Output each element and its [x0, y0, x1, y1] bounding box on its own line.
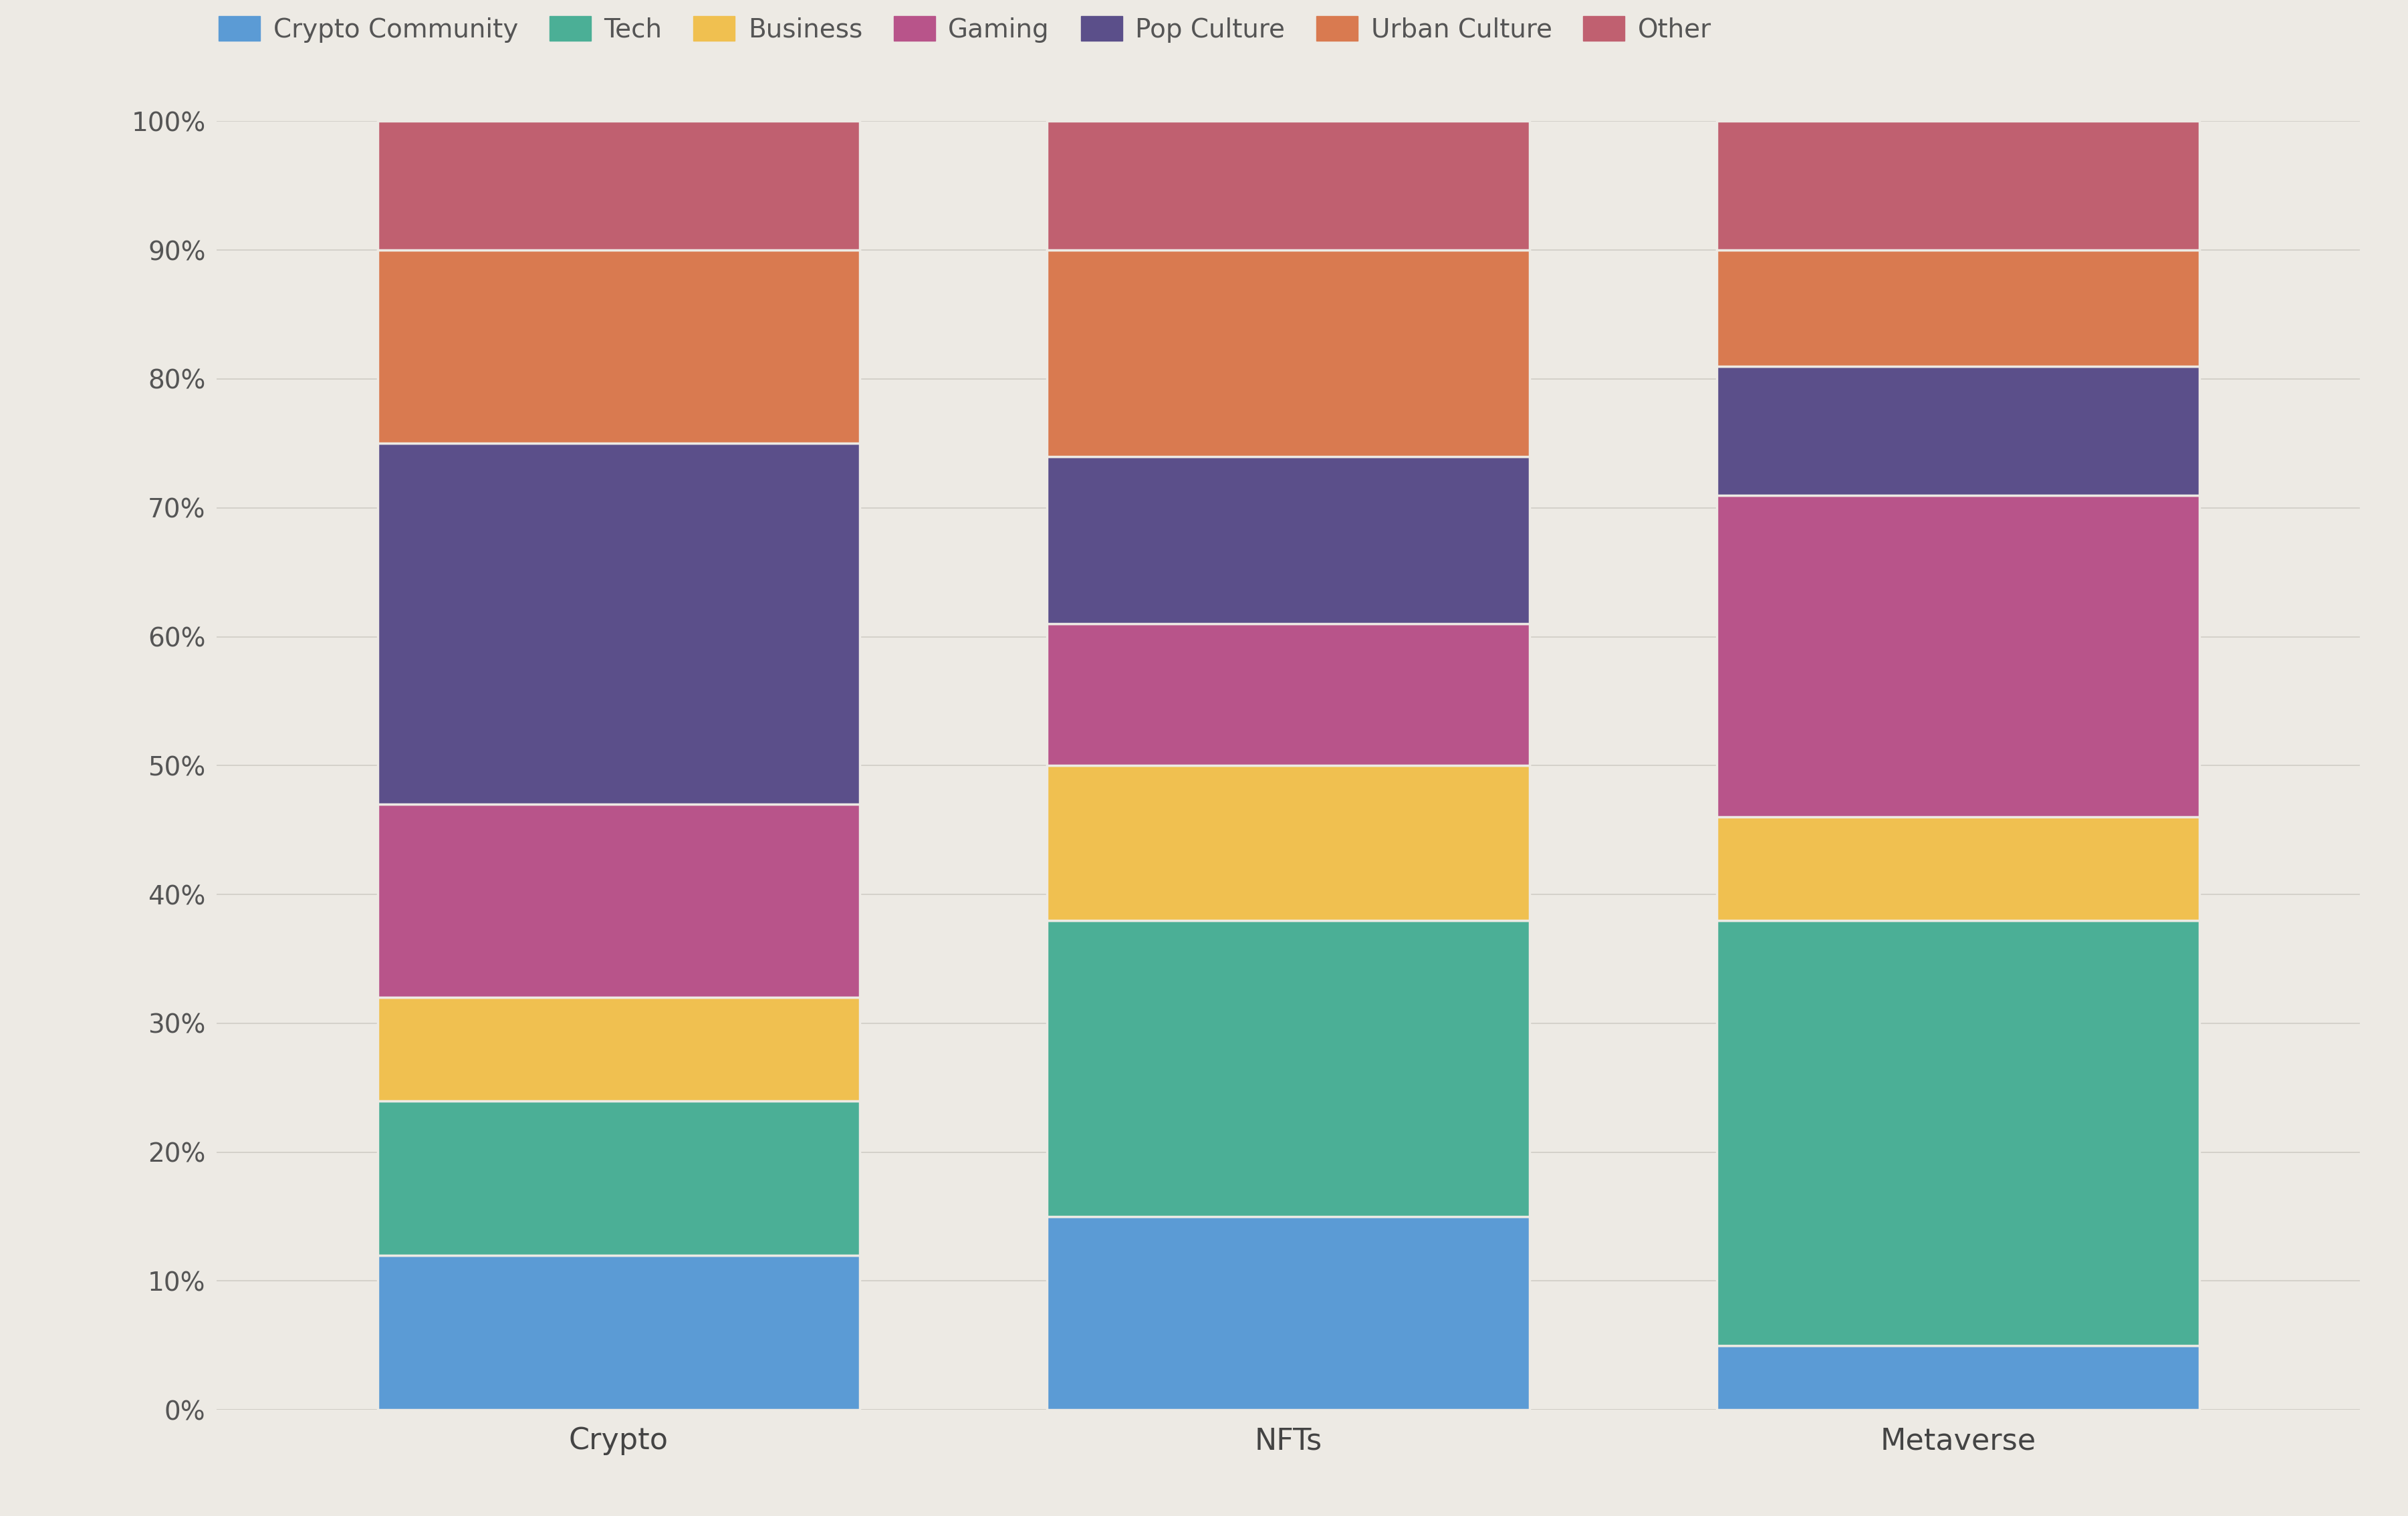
Bar [1047, 456, 1529, 625]
Bar [1047, 766, 1529, 920]
Bar [1047, 250, 1529, 456]
Bar [378, 998, 860, 1101]
Bar [378, 803, 860, 998]
Bar [1717, 817, 2199, 920]
Bar [378, 121, 860, 250]
Bar [378, 443, 860, 803]
Bar [1717, 250, 2199, 365]
Bar [1047, 625, 1529, 766]
Bar [1717, 367, 2199, 494]
Bar [378, 250, 860, 443]
Legend: Crypto Community, Tech, Business, Gaming, Pop Culture, Urban Culture, Other: Crypto Community, Tech, Business, Gaming… [207, 6, 1722, 53]
Bar [1717, 494, 2199, 817]
Bar [378, 1101, 860, 1255]
Bar [1047, 1216, 1529, 1410]
Bar [1047, 121, 1529, 250]
Bar [1717, 1346, 2199, 1410]
Bar [1047, 920, 1529, 1216]
Bar [1717, 920, 2199, 1346]
Bar [378, 1255, 860, 1410]
Bar [1717, 121, 2199, 250]
